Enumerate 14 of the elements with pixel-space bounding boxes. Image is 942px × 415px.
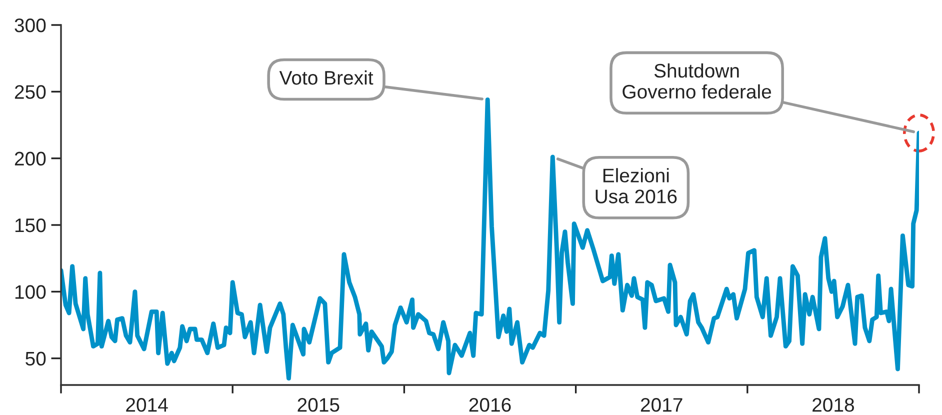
y-tick-label: 100 (15, 285, 46, 299)
y-tick-label: 300 (14, 18, 46, 32)
y-tick-label: 50 (26, 352, 46, 366)
annotation: Elezioni Usa 2016 (596, 168, 677, 204)
x-tick-label: 2015 (298, 398, 340, 412)
y-tick-label: 150 (15, 218, 46, 232)
annotation: Shutdown Governo federale (622, 63, 772, 99)
x-tick-label: 2016 (469, 398, 511, 412)
x-tick-label: 2017 (640, 398, 682, 412)
annotation: Voto Brexit (279, 70, 374, 85)
x-tick-label: 2018 (812, 398, 854, 412)
y-tick-label: 250 (14, 85, 46, 99)
y-tick-label: 200 (14, 152, 46, 166)
x-tick-label: 2014 (126, 398, 168, 412)
